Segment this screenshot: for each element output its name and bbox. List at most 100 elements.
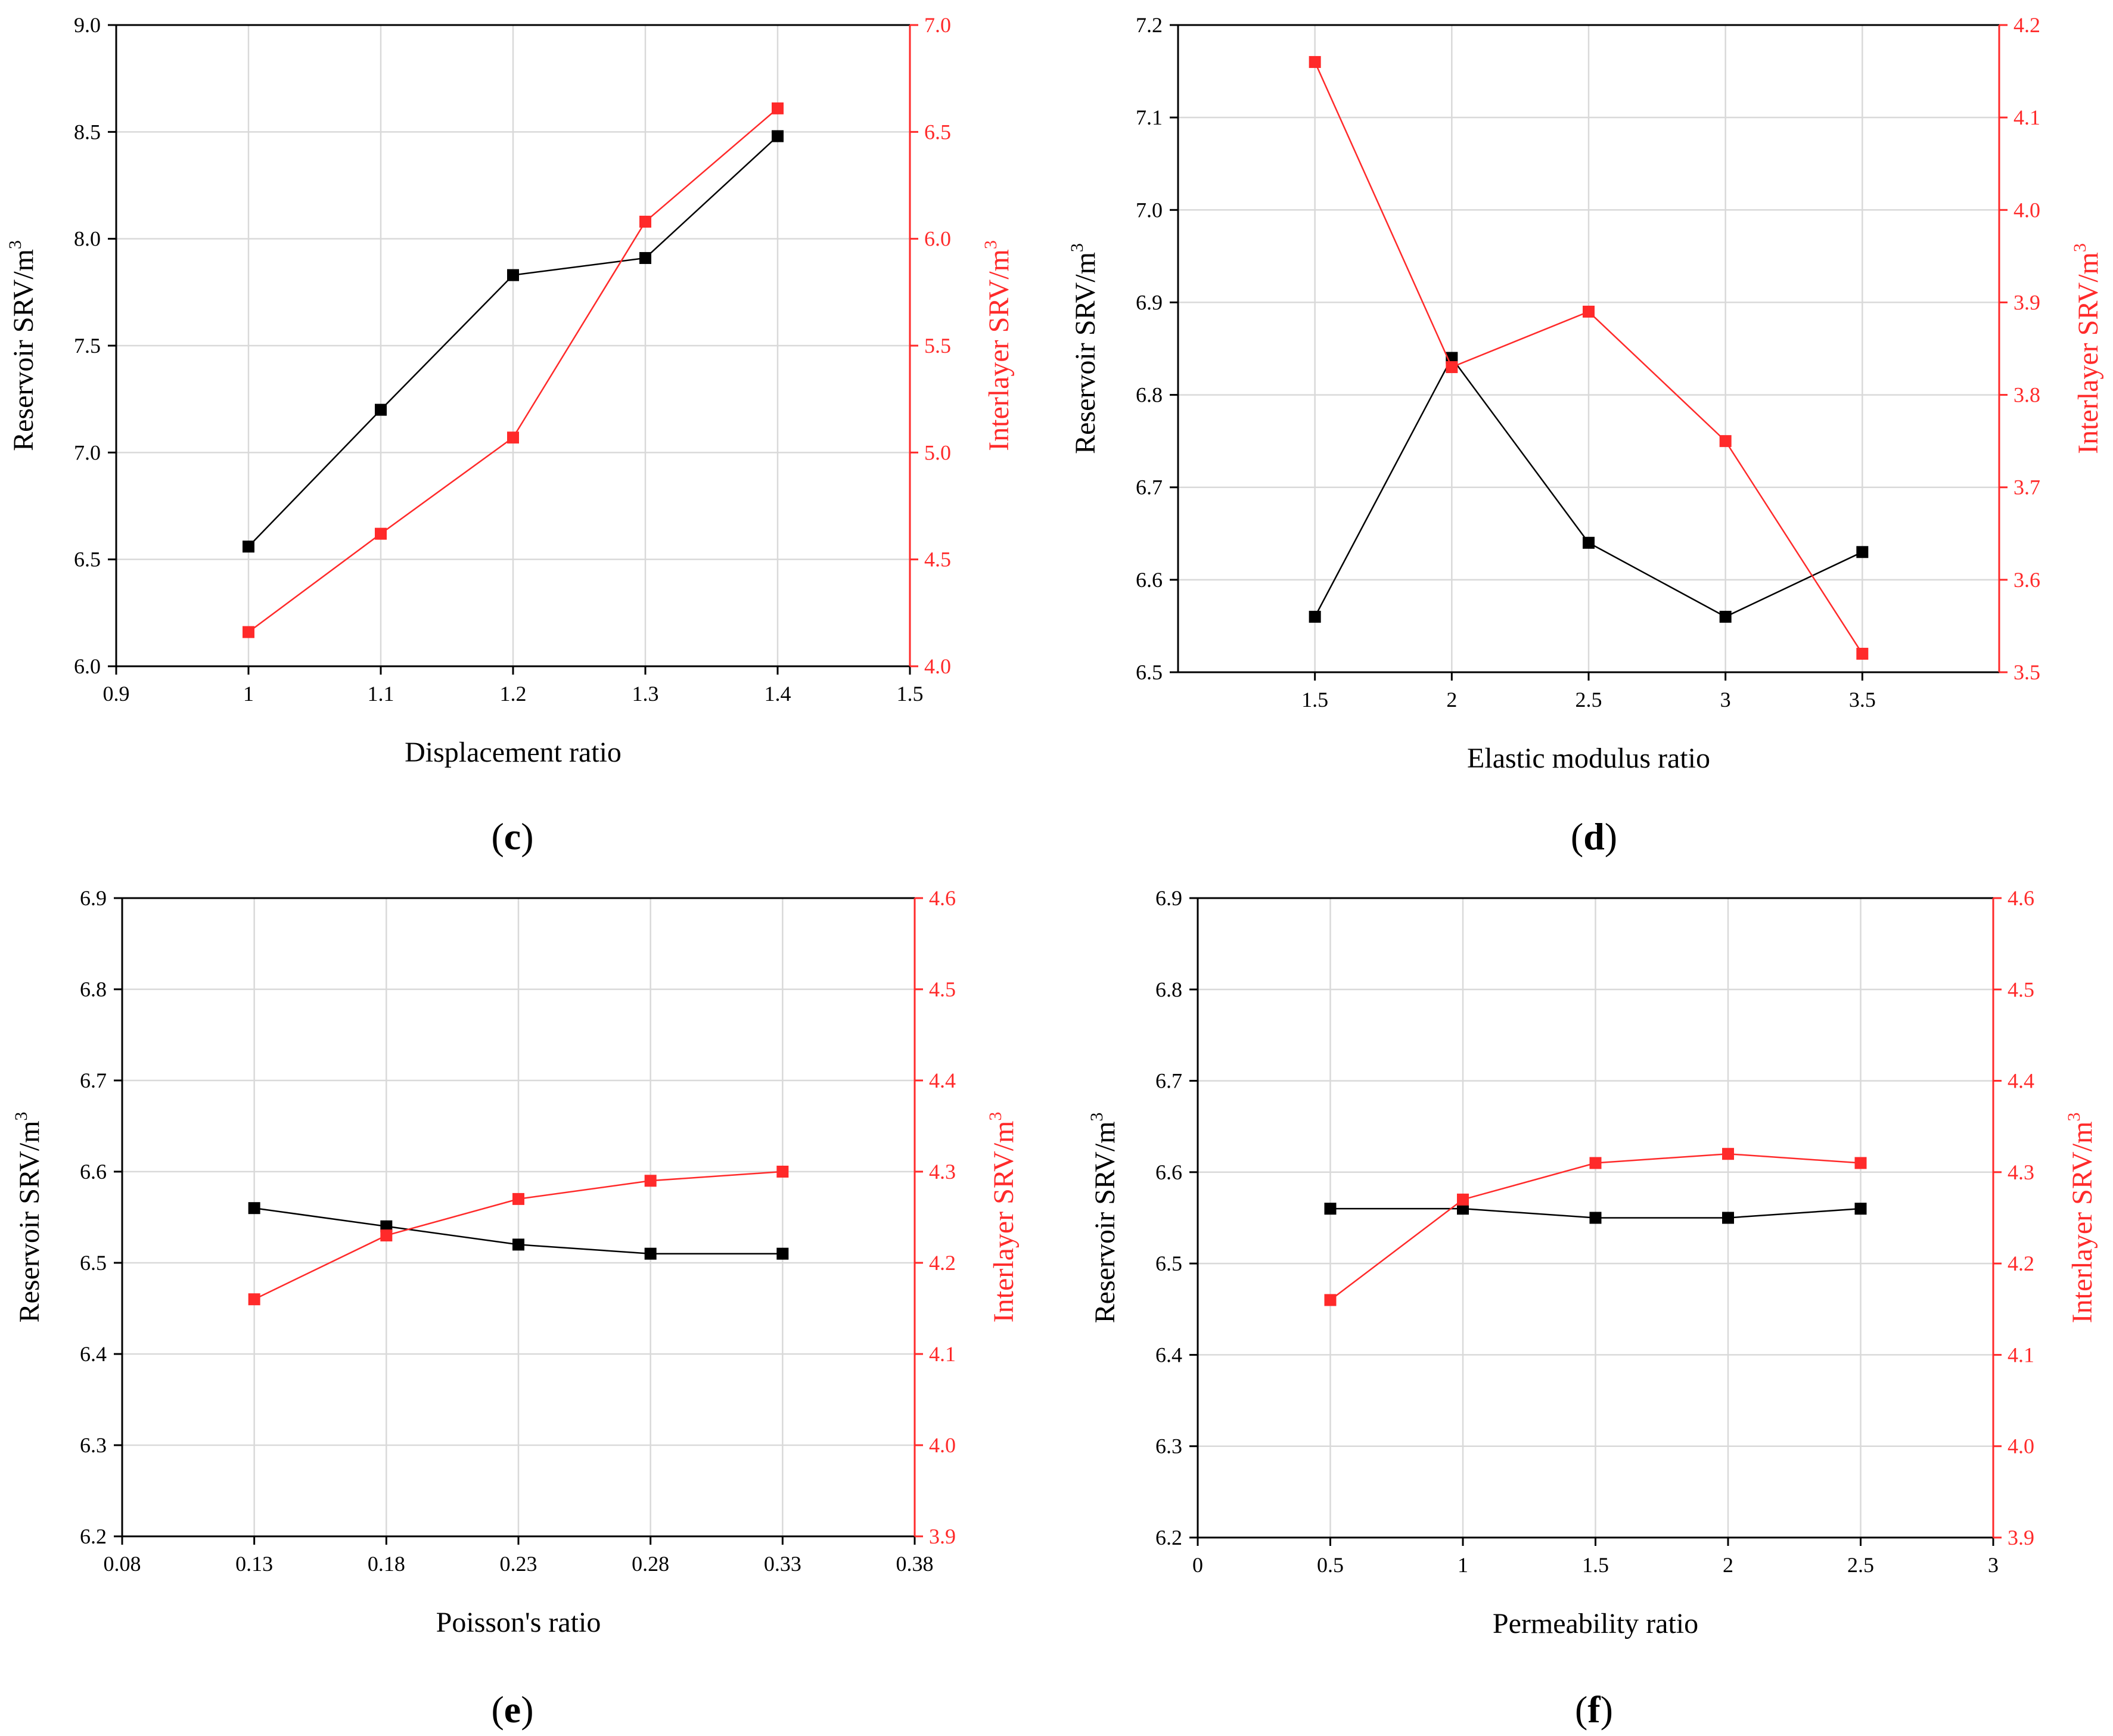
interlayer-data-point — [1457, 1193, 1469, 1206]
left-y-tick-label: 6.6 — [1155, 1160, 1182, 1184]
reservoir-data-point — [1309, 610, 1321, 623]
x-tick-label: 1 — [243, 682, 254, 706]
left-y-tick-label: 7.0 — [1136, 198, 1163, 222]
x-tick-label: 0.08 — [104, 1552, 141, 1576]
right-y-axis-title-superscript: 3 — [981, 240, 1000, 249]
right-y-axis-title-text: Interlayer SRV/m — [988, 1121, 1020, 1323]
left-y-tick-label: 8.0 — [74, 227, 101, 251]
x-tick-label: 1.5 — [897, 682, 924, 706]
left-y-tick-label: 8.5 — [74, 120, 101, 144]
right-y-tick-label: 4.0 — [2013, 198, 2040, 222]
reservoir-data-point — [776, 1247, 789, 1260]
left-y-tick-label: 6.0 — [74, 654, 101, 678]
right-y-tick-label: 4.5 — [924, 548, 951, 572]
x-tick-label: 2 — [1446, 688, 1457, 712]
left-y-axis-title-text: Reservoir SRV/m — [1070, 252, 1101, 454]
right-y-tick-label: 5.0 — [924, 440, 951, 464]
left-y-tick-label: 6.8 — [1155, 977, 1182, 1001]
left-y-tick-label: 7.1 — [1136, 105, 1163, 129]
x-axis-title: Poisson's ratio — [436, 1607, 601, 1638]
panel-f-chart: 0 0.5 1 1.5 2 2.5 3 6.2 6.3 6.4 6.5 6.6 6.7 6.8 6.9 3.9… — [1087, 886, 2098, 1731]
interlayer-data-point — [1719, 435, 1732, 448]
right-y-tick-label: 4.5 — [2008, 977, 2034, 1001]
right-y-axis-title-text: Interlayer SRV/m — [2072, 252, 2104, 454]
x-axis-title: Permeability ratio — [1493, 1608, 1698, 1639]
panel-label-letter: c — [504, 815, 521, 858]
right-y-tick-label: 3.9 — [929, 1524, 956, 1548]
right-y-tick-label: 4.6 — [2008, 886, 2034, 910]
x-tick-label: 0.33 — [764, 1552, 801, 1576]
reservoir-data-point — [1583, 536, 1595, 549]
left-y-axis-title-superscript: 3 — [1067, 243, 1087, 252]
reservoir-data-point — [1719, 610, 1732, 623]
panel-label: (f) — [1575, 1688, 1613, 1731]
interlayer-data-point — [1324, 1294, 1337, 1306]
interlayer-data-point — [1446, 361, 1458, 374]
reservoir-data-point — [1324, 1203, 1337, 1215]
interlayer-data-point — [380, 1229, 393, 1242]
right-y-axis-title-text: Interlayer SRV/m — [2067, 1122, 2098, 1324]
left-y-tick-label: 6.9 — [80, 886, 107, 910]
left-y-tick-label: 6.9 — [1155, 886, 1182, 910]
x-tick-label: 3.5 — [1849, 688, 1876, 712]
interlayer-data-point — [772, 102, 784, 114]
interlayer-data-point — [1722, 1148, 1734, 1160]
right-y-tick-label: 4.2 — [2008, 1251, 2034, 1275]
panel-label: (d) — [1571, 815, 1617, 858]
left-y-tick-label: 6.7 — [1136, 476, 1163, 499]
panel-c-chart: 0.9 1 1.1 1.2 1.3 1.4 1.5 6.0 6.5 7.0 7.5 8.0 8.5 9.0… — [5, 13, 1015, 858]
interlayer-data-point — [507, 431, 519, 444]
x-axis-title: Displacement ratio — [405, 737, 622, 768]
right-y-tick-label: 4.0 — [924, 654, 951, 678]
interlayer-data-point — [248, 1293, 260, 1306]
right-y-tick-label: 6.5 — [924, 120, 951, 144]
interlayer-data-point — [243, 626, 254, 638]
right-y-tick-label: 4.3 — [929, 1160, 956, 1184]
right-y-tick-label: 3.8 — [2013, 383, 2040, 407]
left-y-tick-label: 6.7 — [1155, 1069, 1182, 1093]
panel-label: (c) — [491, 815, 533, 858]
left-y-tick-label: 6.4 — [80, 1342, 107, 1366]
x-tick-label: 2 — [1723, 1553, 1733, 1577]
reservoir-data-point — [639, 251, 651, 264]
reservoir-data-point — [380, 1220, 393, 1232]
panel-label-letter: e — [504, 1688, 521, 1731]
x-tick-label: 0.18 — [368, 1552, 405, 1576]
right-y-tick-label: 4.2 — [2013, 13, 2040, 37]
reservoir-data-point — [1854, 1203, 1867, 1215]
reservoir-data-point — [1589, 1212, 1602, 1224]
reservoir-data-point — [512, 1238, 524, 1251]
right-y-tick-label: 4.2 — [929, 1251, 956, 1275]
x-tick-label: 2.5 — [1576, 688, 1602, 712]
right-y-tick-label: 5.5 — [924, 334, 951, 358]
left-y-tick-label: 6.8 — [80, 977, 107, 1001]
right-y-tick-label: 3.6 — [2013, 568, 2040, 592]
right-y-axis-title: Interlayer SRV/m3 — [986, 1112, 1020, 1323]
right-y-axis-title: Interlayer SRV/m3 — [981, 240, 1015, 451]
left-y-tick-label: 6.3 — [1155, 1434, 1182, 1458]
left-y-tick-label: 6.6 — [80, 1160, 107, 1184]
right-y-tick-label: 4.3 — [2008, 1160, 2034, 1184]
left-y-tick-label: 9.0 — [74, 13, 101, 37]
x-tick-label: 1.5 — [1582, 1553, 1609, 1577]
interlayer-data-point — [639, 215, 651, 228]
left-y-axis-title: Reservoir SRV/m3 — [11, 1112, 45, 1323]
right-y-axis-title-text: Interlayer SRV/m — [983, 249, 1015, 451]
left-y-tick-label: 6.7 — [80, 1069, 107, 1092]
left-y-axis-title-text: Reservoir SRV/m — [14, 1121, 45, 1323]
reservoir-data-point — [243, 541, 254, 553]
interlayer-data-point — [644, 1175, 657, 1187]
x-tick-label: 1.5 — [1301, 688, 1328, 712]
x-tick-label: 1 — [1458, 1553, 1468, 1577]
interlayer-data-point — [1589, 1157, 1602, 1169]
left-y-tick-label: 6.4 — [1155, 1343, 1182, 1367]
x-axis-title: Elastic modulus ratio — [1467, 743, 1710, 774]
left-y-tick-label: 7.5 — [74, 334, 101, 358]
interlayer-data-point — [1856, 647, 1869, 660]
x-tick-label: 0.13 — [235, 1552, 273, 1576]
left-y-tick-label: 7.0 — [74, 440, 101, 464]
left-y-tick-label: 7.2 — [1136, 13, 1163, 37]
interlayer-data-point — [375, 527, 387, 540]
reservoir-data-point — [248, 1202, 260, 1215]
